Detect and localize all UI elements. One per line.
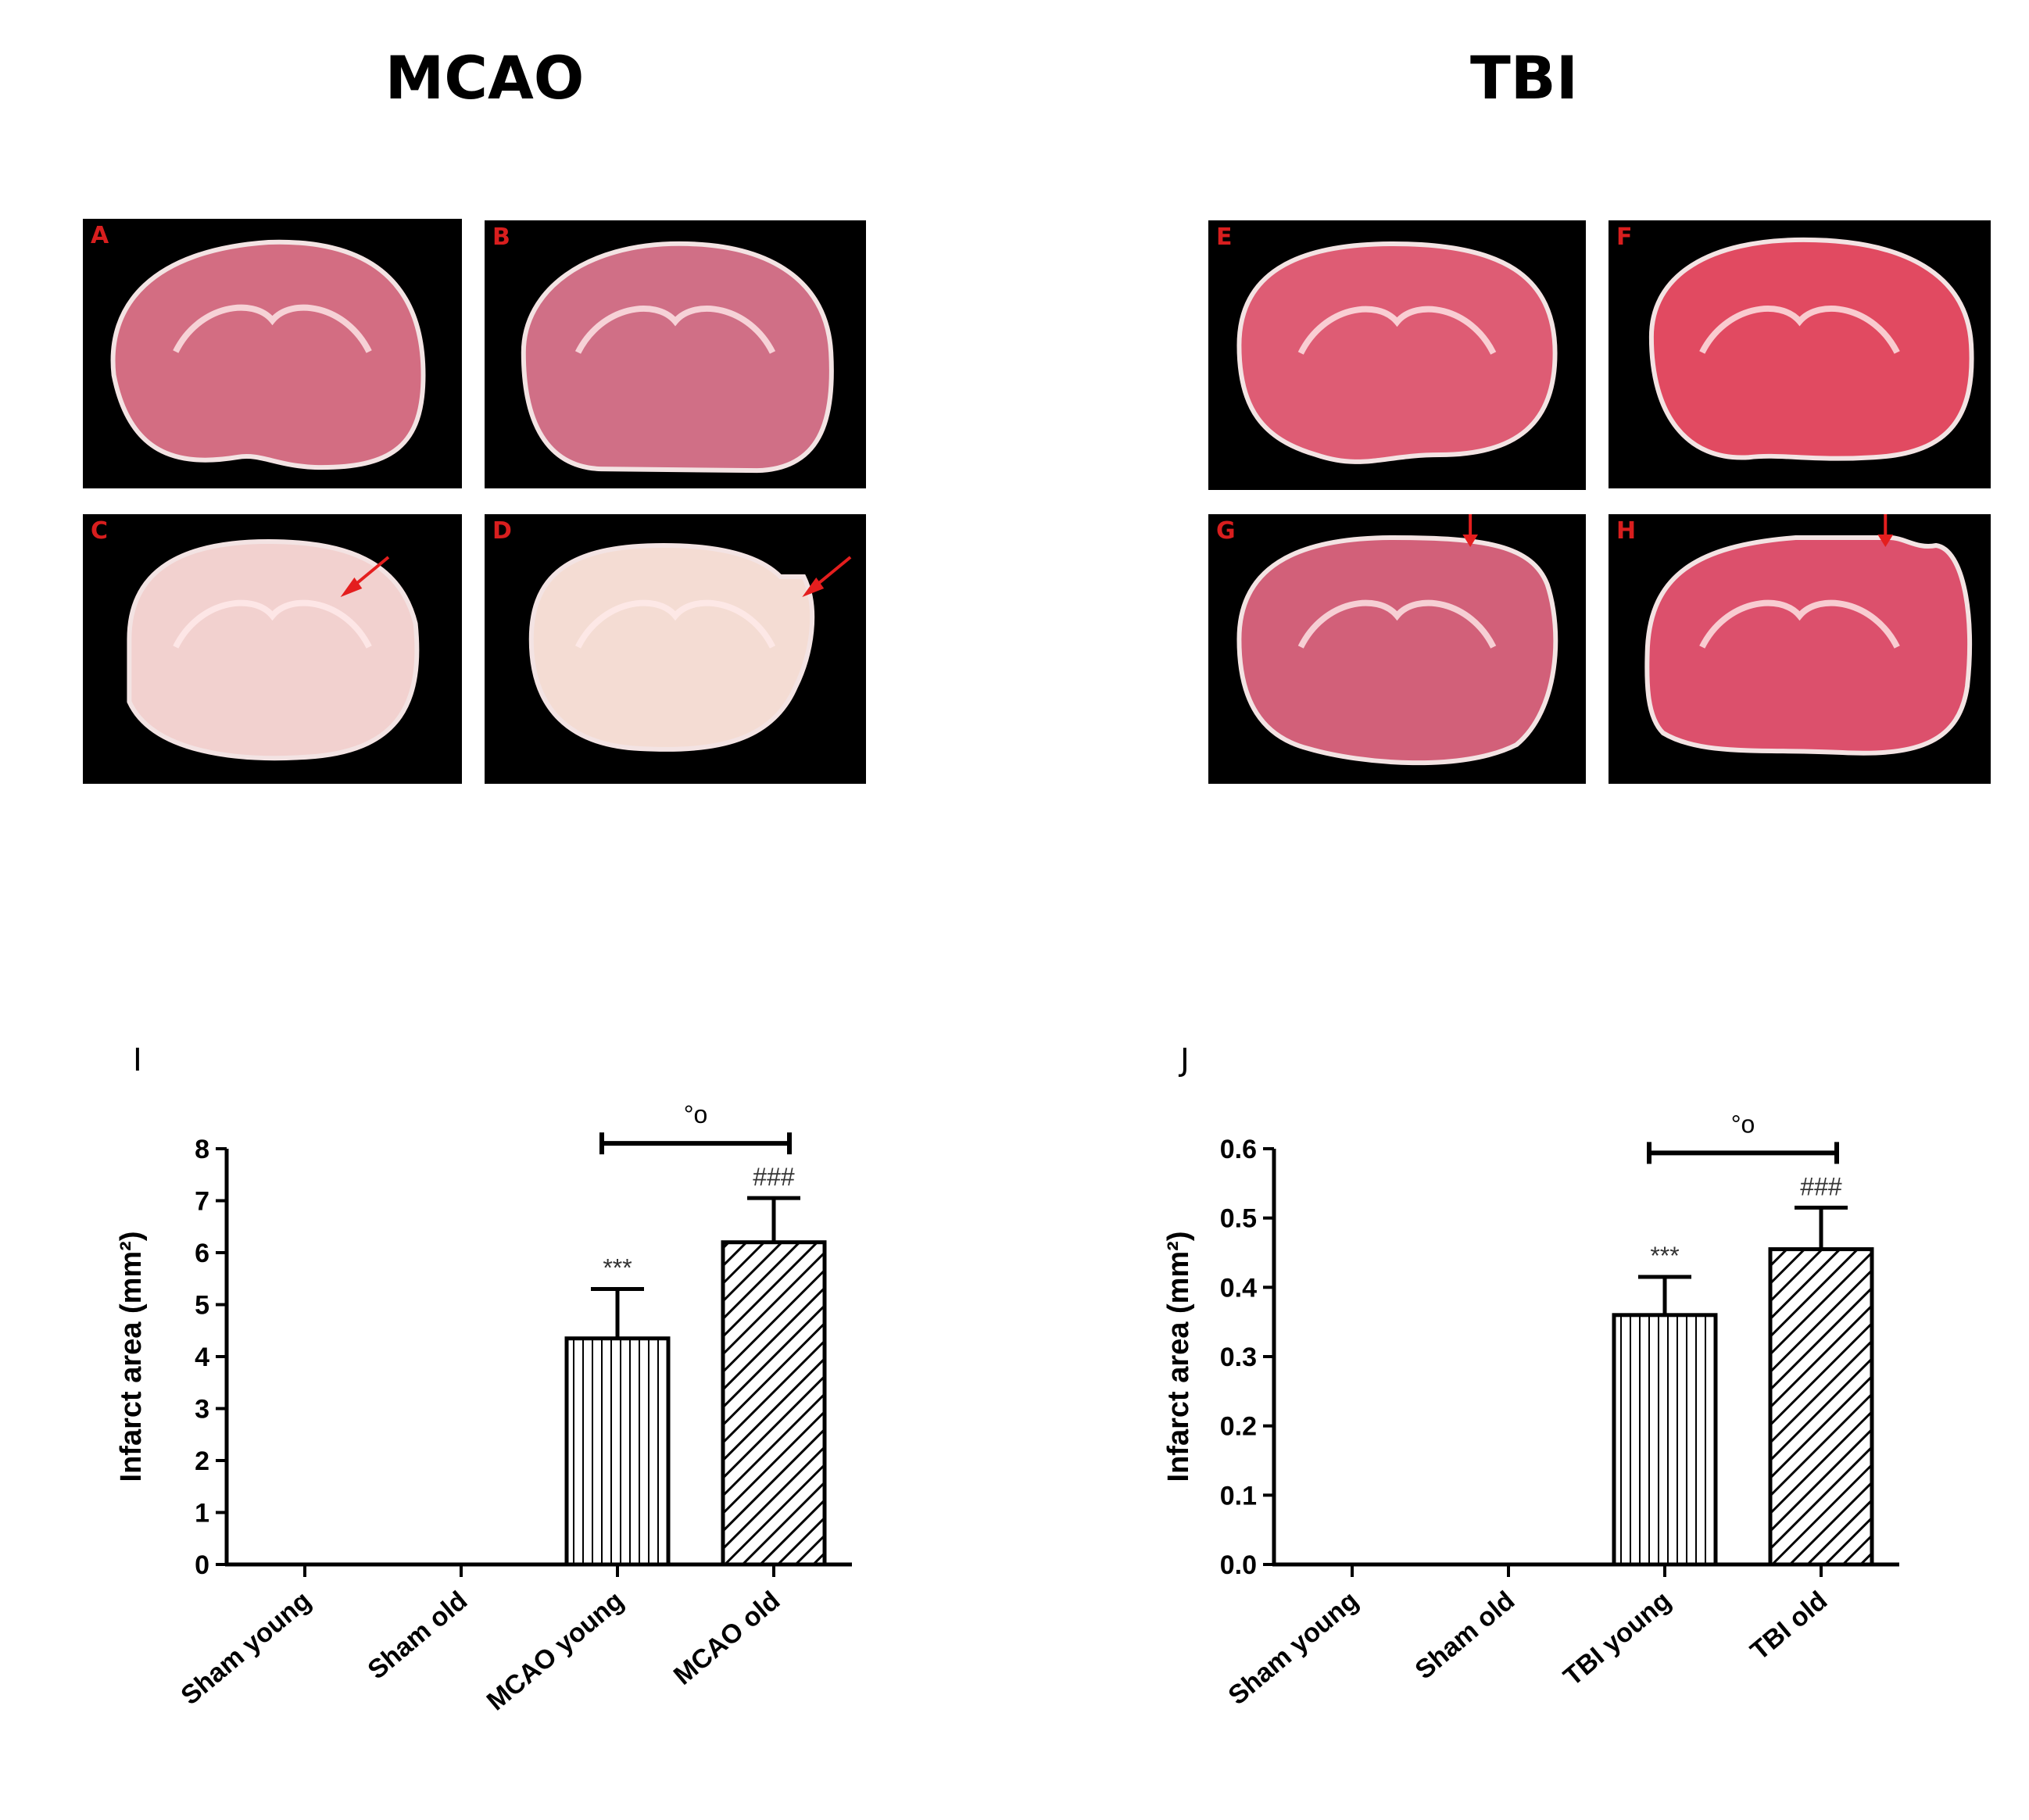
bar bbox=[564, 1336, 671, 1567]
y-tick-label: 8 bbox=[195, 1135, 209, 1164]
x-tick-label: MCAO young bbox=[481, 1586, 629, 1717]
panel-label: B bbox=[492, 223, 510, 251]
brain-structure bbox=[1699, 599, 1900, 649]
x-tick-label: Sham old bbox=[1409, 1586, 1520, 1685]
x-tick-label: Sham young bbox=[1222, 1586, 1364, 1711]
y-tick-label: 2 bbox=[195, 1446, 209, 1476]
brain-section bbox=[1644, 535, 1973, 756]
x-tick-label: Sham young bbox=[175, 1586, 317, 1711]
panel-label: G bbox=[1216, 517, 1236, 545]
panel-label: A bbox=[91, 222, 109, 249]
brain-structure bbox=[1297, 599, 1497, 649]
brain-photo-f: F bbox=[1609, 220, 1991, 488]
brain-structure bbox=[574, 305, 776, 354]
arrow-head-icon bbox=[340, 577, 363, 597]
brain-photo-d: D bbox=[485, 514, 866, 784]
brain-section bbox=[1236, 241, 1558, 464]
brain-structure bbox=[173, 304, 372, 353]
bar bbox=[721, 1240, 827, 1567]
brain-structure bbox=[1297, 306, 1497, 355]
panel-label: H bbox=[1616, 517, 1637, 545]
y-tick-label: 0.3 bbox=[1220, 1343, 1257, 1372]
panel-label: C bbox=[91, 517, 109, 545]
significance-label: ### bbox=[753, 1163, 795, 1191]
y-tick-label: 5 bbox=[195, 1291, 209, 1321]
panel-label: F bbox=[1616, 223, 1633, 251]
brain-photo-h: H bbox=[1609, 514, 1991, 784]
y-axis-label: Infarct area (mm²) bbox=[1162, 1232, 1195, 1482]
bar bbox=[1768, 1247, 1874, 1567]
x-tick-label: TBI old bbox=[1745, 1586, 1833, 1666]
brain-section bbox=[1648, 237, 1974, 461]
tbi-heading: TBI bbox=[1469, 43, 1579, 113]
brain-photo-a: A bbox=[83, 219, 462, 488]
y-tick-label: 3 bbox=[195, 1395, 209, 1425]
y-tick-label: 4 bbox=[195, 1343, 209, 1372]
y-axis-label: Infarct area (mm²) bbox=[115, 1232, 148, 1482]
panel-label: D bbox=[492, 517, 512, 545]
y-tick-label: 0.2 bbox=[1220, 1412, 1257, 1442]
chart-i: I 0 1 2 3 4 5 6 7 8 Infarct area (mm²) Sham young Sh… bbox=[115, 1042, 852, 1717]
brain-section bbox=[1236, 535, 1558, 766]
brain-photo-b: B bbox=[485, 220, 866, 488]
y-tick-label: 7 bbox=[195, 1187, 209, 1217]
significance-label: *** bbox=[1650, 1242, 1679, 1270]
significance-label: *** bbox=[603, 1254, 632, 1282]
arrow-head-icon bbox=[1462, 535, 1478, 547]
x-tick-label: MCAO old bbox=[668, 1586, 785, 1691]
brain-structure bbox=[1699, 305, 1900, 354]
x-tick-label: Sham old bbox=[362, 1586, 473, 1685]
panel-letter: J bbox=[1178, 1042, 1190, 1078]
brain-structure bbox=[574, 599, 776, 649]
arrow-head-icon bbox=[1877, 535, 1894, 547]
brain-section bbox=[127, 538, 420, 761]
y-tick-label: 0 bbox=[195, 1550, 209, 1580]
brain-photo-c: C bbox=[83, 514, 462, 784]
panel-letter: I bbox=[133, 1042, 142, 1078]
brain-photo-g: G bbox=[1208, 514, 1586, 784]
y-tick-label: 6 bbox=[195, 1239, 209, 1268]
panel-label: E bbox=[1216, 223, 1233, 251]
chart-j: J 0.0 0.1 0.2 0.3 0.4 0.5 0.6 Infarct area (mm²)… bbox=[1162, 1042, 1899, 1711]
bracket-label: °o bbox=[684, 1100, 708, 1128]
brain-section bbox=[110, 239, 426, 470]
y-tick-label: 0.4 bbox=[1220, 1273, 1257, 1303]
brain-section bbox=[528, 542, 815, 752]
brain-structure bbox=[173, 599, 372, 649]
mcao-heading: MCAO bbox=[385, 43, 585, 113]
bar bbox=[1612, 1313, 1718, 1567]
y-tick-label: 0.6 bbox=[1220, 1135, 1257, 1164]
x-tick-label: TBI young bbox=[1558, 1586, 1677, 1692]
brain-section bbox=[521, 241, 834, 474]
significance-label: ### bbox=[1800, 1172, 1842, 1200]
bracket-label: °o bbox=[1731, 1110, 1755, 1138]
y-tick-label: 0.1 bbox=[1220, 1481, 1257, 1511]
y-tick-label: 1 bbox=[195, 1499, 209, 1529]
y-tick-label: 0.5 bbox=[1220, 1204, 1257, 1234]
brain-photo-e: E bbox=[1208, 220, 1586, 490]
y-tick-label: 0.0 bbox=[1220, 1550, 1257, 1580]
arrow-head-icon bbox=[802, 577, 825, 597]
